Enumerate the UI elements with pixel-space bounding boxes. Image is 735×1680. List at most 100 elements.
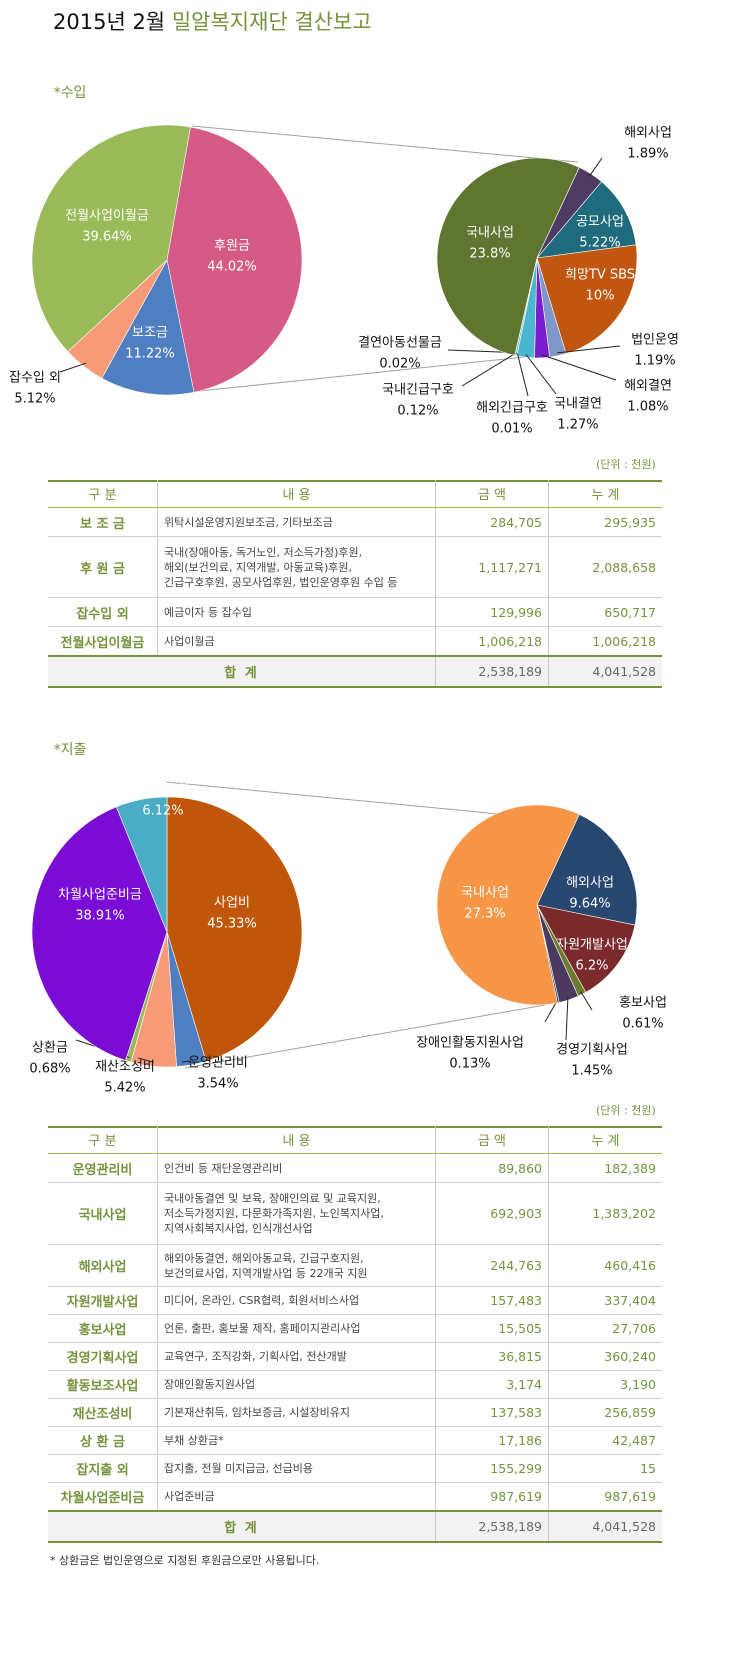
description-line: 보건의료사업, 지역개발사업 등 22개국 지원 [164,1266,368,1280]
description-line: 긴급구호후원, 공모사업후원, 법인운영후원 수입 등 [164,575,398,589]
slice-value-label: 0.12% [397,404,438,419]
total-cumulative: 4,041,528 [548,657,662,686]
cumulative-cell: 460,416 [548,1245,662,1287]
slice-label: 희망TV SBS [565,268,635,283]
slice-value-label: 3.54% [197,1077,238,1092]
description-line: 잡지출, 전월 미지급금, 선급비용 [164,1462,314,1475]
description-line: 해외아동결연, 해외아동교육, 긴급구호지원, [164,1251,364,1265]
slice-label: 공모사업 [576,215,624,230]
leader-line [565,996,569,1041]
unit-label: (단위 : 천원) [596,1104,656,1117]
description-cell: 사업준비금 [157,1483,435,1511]
cumulative-cell: 295,935 [548,508,662,537]
amount-cell: 692,903 [435,1183,548,1245]
description-line: 국내아동결연 및 보육, 장애인의료 및 교육지원, [164,1192,381,1205]
description-line: 사업준비금 [164,1490,215,1503]
description-line: 미디어, 온라인, CSR협력, 회원서비스사업 [164,1294,360,1307]
slice-label: 해외긴급구호 [476,401,548,416]
pie-slice [166,126,303,393]
slice-value-label: 0.02% [379,357,420,372]
slice-value-label: 0.68% [29,1062,70,1077]
pie-slice [536,244,638,355]
slice-value-label: 6.12% [142,804,183,819]
cumulative-cell: 650,717 [548,598,662,627]
slice-value-label: 1.27% [557,418,598,433]
description-cell: 인건비 등 재단운영관리비 [157,1154,435,1183]
slice-label: 결연아동선물금 [358,336,442,351]
amount-cell: 284,705 [435,508,548,537]
slice-label: 차월사업준비금 [58,888,142,903]
table-rule [48,480,662,482]
header-cell: 금 액 [435,480,548,508]
cumulative-cell: 182,389 [548,1154,662,1183]
amount-cell: 137,583 [435,1399,548,1427]
slice-label: 잡지출 외 [137,783,189,798]
connector-line [189,356,526,393]
pie-slice [166,796,303,1062]
leader-line [525,354,557,395]
description-line: 지역사회복지사업, 인식개선사업 [164,1222,313,1235]
cumulative-cell: 27,706 [548,1315,662,1343]
slice-value-label: 5.12% [14,392,55,407]
slice-label: 홍보사업 [619,996,667,1011]
leader-line [137,1057,155,1063]
description-cell: 장애인활동지원사업 [157,1371,435,1399]
leader-line [557,345,621,354]
amount-cell: 3,174 [435,1371,548,1399]
pie-slice [101,259,195,396]
section-title: *수입 [54,85,87,101]
slice-value-label: 1.89% [627,147,668,162]
category-cell: 보 조 금 [48,508,157,537]
slice-value-label: 0.61% [622,1017,663,1032]
pie-slice [536,181,637,259]
slice-label: 해외사업 [566,876,614,891]
pie-slice [31,806,168,1061]
pie-slice [436,804,580,1006]
slice-value-label: 10% [586,289,615,304]
slice-value-label: 1.45% [571,1064,612,1079]
category-cell: 잡수입 외 [48,598,157,627]
amount-cell: 244,763 [435,1245,548,1287]
total-amount: 2,538,189 [435,1512,548,1541]
category-cell: 경영기획사업 [48,1343,157,1371]
category-cell: 상 환 금 [48,1427,157,1455]
slice-label: 국내결연 [554,397,602,412]
total-cumulative: 4,041,528 [548,1512,662,1541]
table-rule [48,1541,662,1543]
slice-label: 후원금 [214,239,250,254]
slice-label: 법인운영 [631,333,679,348]
slice-label: 국내사업 [461,886,509,901]
slice-label: 장애인활동지원사업 [416,1036,524,1051]
slice-value-label: 1.08% [627,400,668,415]
title-date: 2015년 2월 [53,10,166,34]
category-cell: 재산조성비 [48,1399,157,1427]
slice-label: 경영기획사업 [556,1043,628,1058]
unit-label: (단위 : 천원) [596,458,656,471]
description-cell: 부채 상환금* [157,1427,435,1455]
pie-slice [436,157,580,356]
slice-value-label: 0.01% [491,422,532,437]
description-line: 기본재산취득, 임차보증금, 시설장비유지 [164,1406,351,1419]
slice-value-label: 38.91% [75,909,125,924]
category-cell: 전월사업이월금 [48,627,157,656]
slice-value-label: 44.02% [207,260,257,275]
description-cell: 해외아동결연, 해외아동교육, 긴급구호지원, 보건의료사업, 지역개발사업 등 … [157,1245,435,1287]
header-cell: 내 용 [157,480,435,508]
description-cell: 국내아동결연 및 보육, 장애인의료 및 교육지원, 저소득가정지원, 다문화가족… [157,1183,435,1245]
slice-label: 재산조성비 [95,1060,155,1075]
category-cell: 운영관리비 [48,1154,157,1183]
amount-cell: 17,186 [435,1427,548,1455]
total-label: 합 계 [48,1512,435,1541]
table-rule [48,686,662,688]
description-line: 예금이자 등 잡수입 [164,605,252,619]
cumulative-cell: 15 [548,1455,662,1483]
slice-value-label: 45.33% [207,917,257,932]
description-cell: 기본재산취득, 임차보증금, 시설장비유지 [157,1399,435,1427]
description-line: 사업이월금 [164,634,215,648]
slice-label: 자원개발사업 [556,938,628,953]
category-cell: 활동보조사업 [48,1371,157,1399]
amount-cell: 89,860 [435,1154,548,1183]
header-cell: 금 액 [435,1126,548,1154]
cumulative-cell: 2,088,658 [548,537,662,598]
description-line: 교육연구, 조직강화, 기획사업, 전산개발 [164,1350,347,1363]
